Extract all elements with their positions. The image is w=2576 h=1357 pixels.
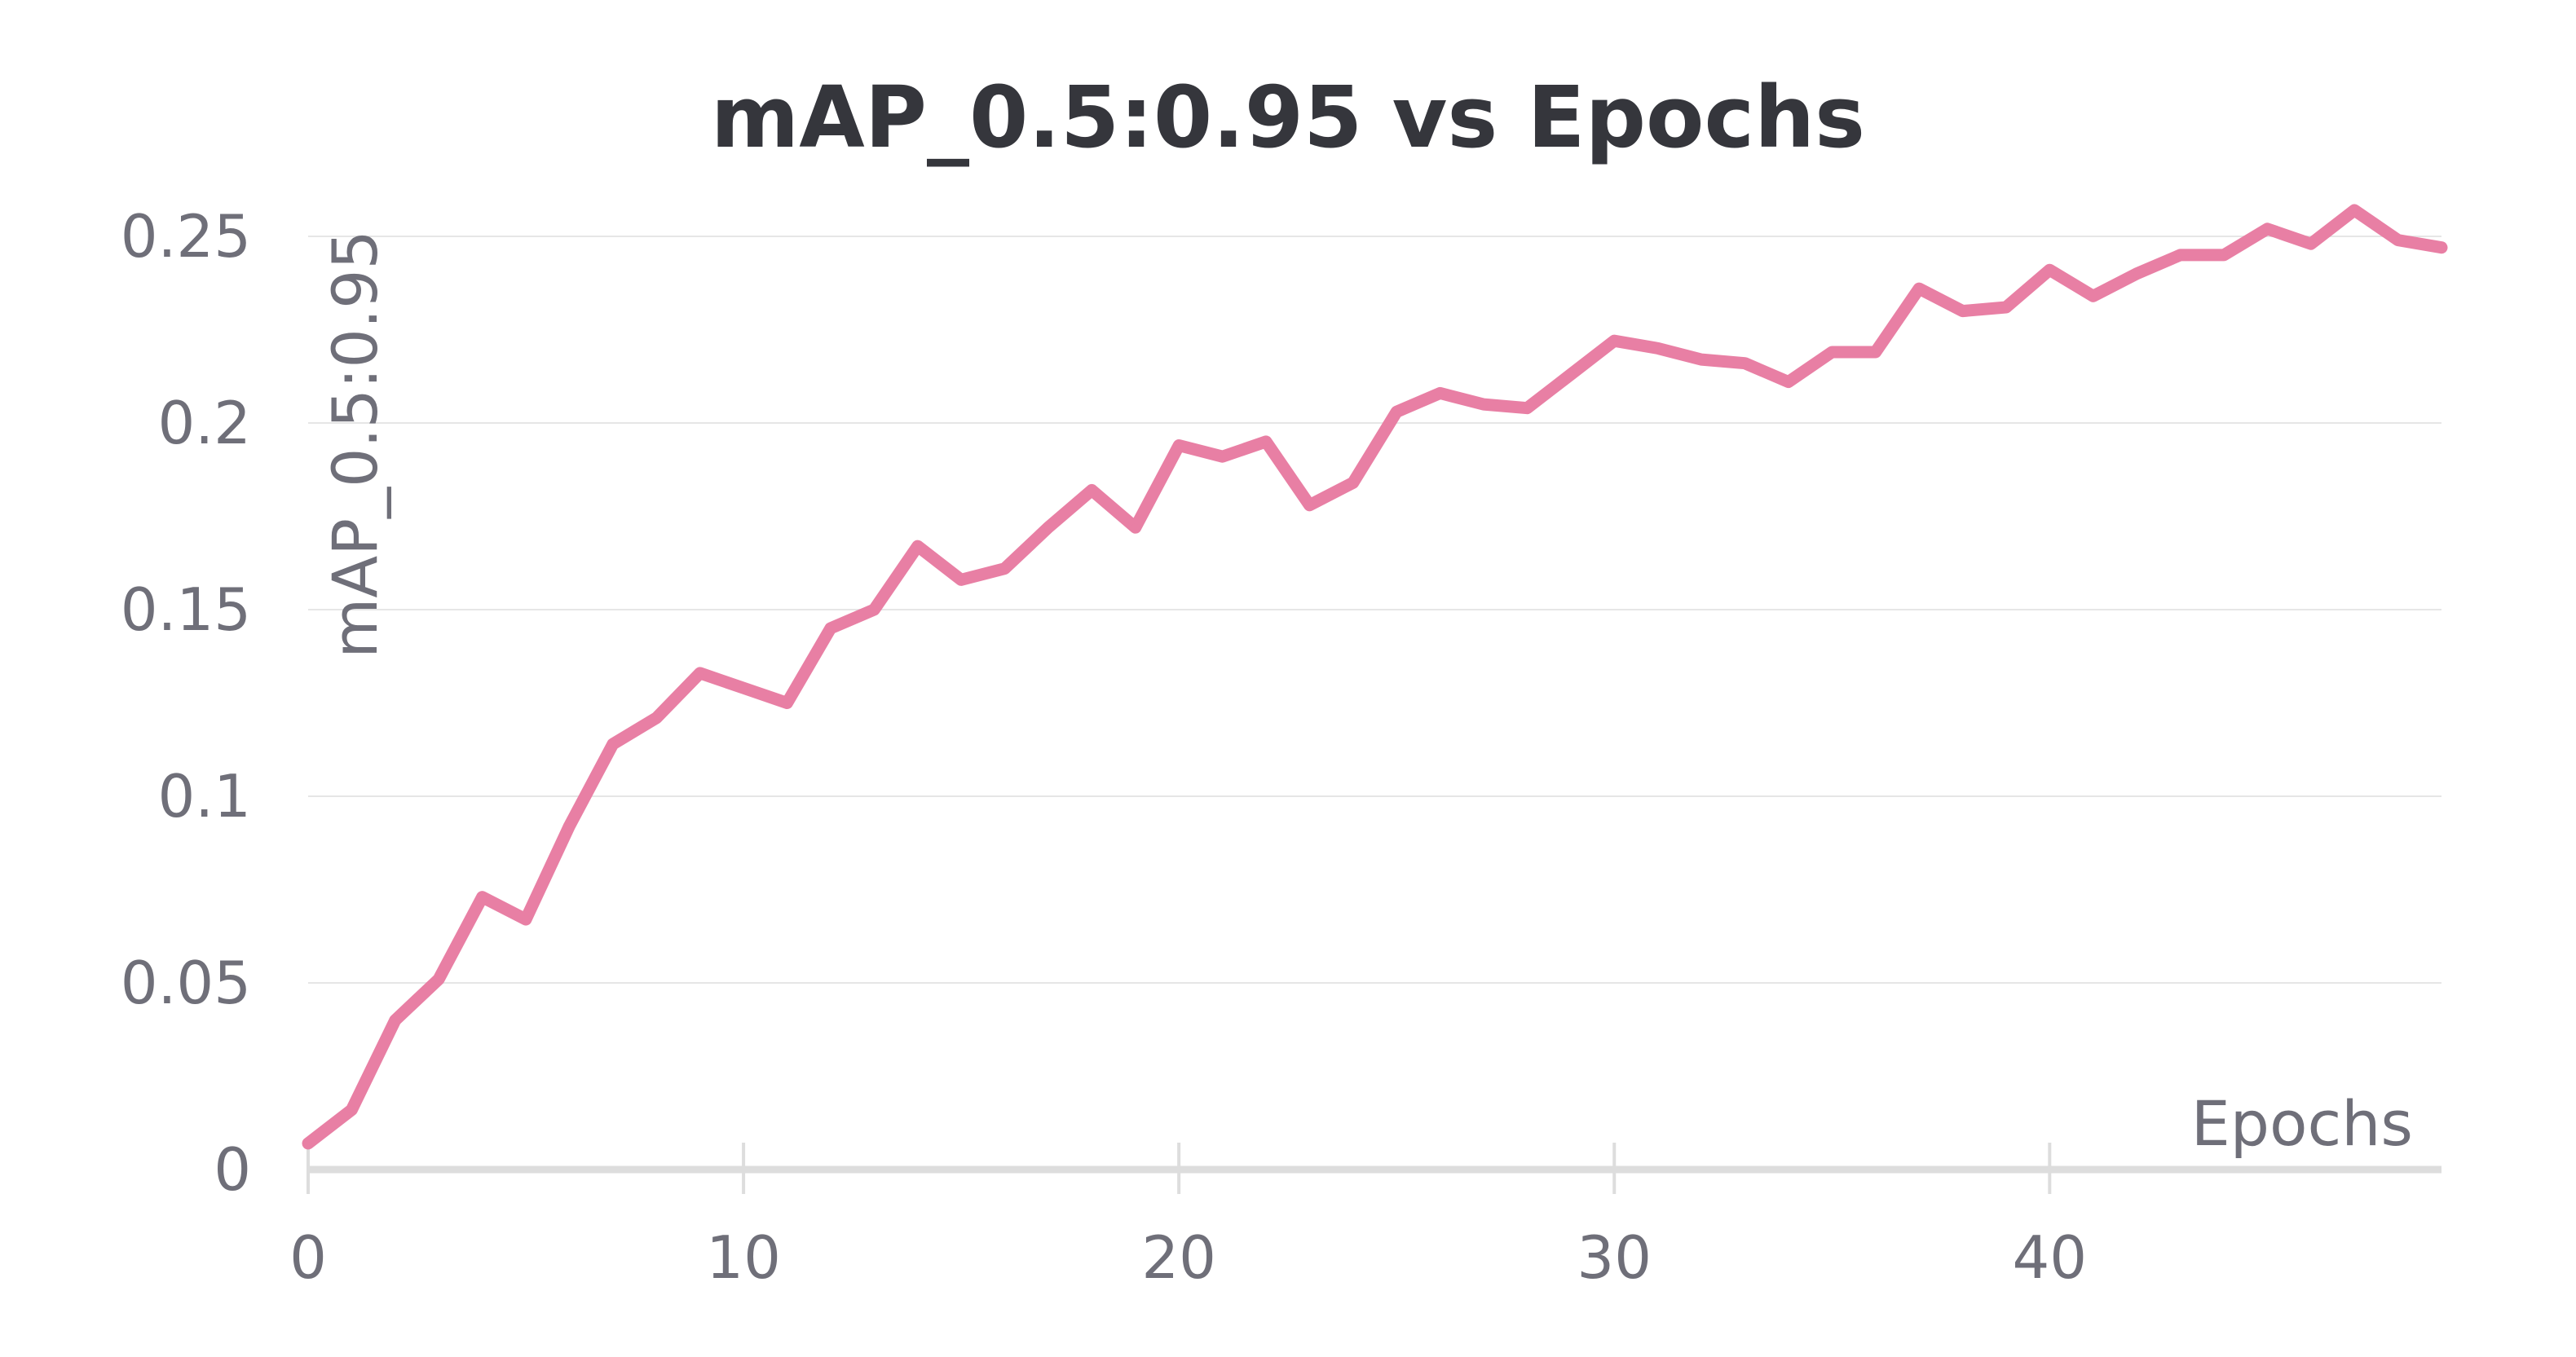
data-point	[1697, 355, 1706, 364]
data-point	[1436, 389, 1445, 398]
data-point	[2045, 266, 2054, 275]
data-point	[1915, 284, 1924, 293]
x-axis	[307, 1143, 2441, 1194]
chart-title: mAP_0.5:0.95 vs Epochs	[711, 68, 1865, 167]
data-point	[2001, 303, 2010, 312]
data-point	[1175, 441, 1184, 450]
x-axis-label: Epochs	[2191, 1087, 2413, 1160]
data-point	[1261, 437, 1270, 446]
series-line	[302, 204, 2448, 1150]
y-tick-label: 0.1	[157, 762, 251, 831]
data-point	[1392, 408, 1401, 416]
data-point	[1871, 347, 1880, 356]
data-point	[2437, 243, 2446, 252]
data-point	[434, 975, 443, 984]
data-point	[2133, 269, 2142, 278]
data-point	[565, 822, 574, 831]
data-point	[2263, 224, 2272, 233]
x-tick-label: 0	[289, 1223, 327, 1292]
data-point	[1043, 523, 1052, 532]
x-tick-label: 30	[1577, 1223, 1652, 1292]
data-point	[1958, 306, 1967, 315]
data-point	[695, 668, 704, 677]
data-point	[1218, 452, 1227, 461]
series-layer	[302, 204, 2448, 1150]
data-point	[347, 1105, 356, 1114]
data-point	[304, 1139, 312, 1148]
y-tick-label: 0.25	[121, 202, 251, 271]
data-point	[1828, 347, 1837, 356]
y-tick-label: 0.15	[121, 575, 251, 644]
y-tick-label: 0	[214, 1135, 251, 1204]
data-point	[1305, 500, 1314, 509]
data-point	[2306, 240, 2315, 249]
data-point	[1131, 523, 1140, 532]
x-tick-label: 10	[706, 1223, 781, 1292]
y-tick-labels: 0 0.05 0.1 0.15 0.2 0.25	[121, 202, 251, 1204]
data-point	[1348, 478, 1357, 487]
data-point	[1523, 403, 1532, 412]
data-point	[2350, 205, 2359, 214]
y-axis-label: mAP_0.5:0.95	[319, 230, 391, 659]
data-point	[913, 542, 922, 551]
data-point	[1740, 359, 1749, 368]
data-point	[1566, 370, 1575, 379]
data-point	[1000, 564, 1009, 573]
data-point	[1610, 337, 1619, 346]
gridlines	[308, 236, 2441, 984]
x-tick-label: 20	[1141, 1223, 1216, 1292]
data-point	[2089, 292, 2097, 301]
data-point	[1480, 400, 1489, 409]
data-point	[870, 606, 879, 614]
data-point	[2393, 236, 2402, 245]
data-point	[739, 684, 748, 693]
y-tick-label: 0.2	[157, 389, 251, 457]
data-point	[390, 1016, 399, 1024]
data-point	[522, 915, 531, 924]
data-point	[783, 698, 792, 707]
data-point	[1087, 486, 1096, 495]
data-point	[1784, 377, 1793, 386]
data-point	[826, 623, 835, 632]
data-point	[478, 892, 487, 901]
x-tick-labels: 0 10 20 30 40	[289, 1223, 2087, 1292]
data-point	[957, 575, 966, 584]
y-tick-label: 0.05	[121, 949, 251, 1017]
data-point	[2176, 250, 2185, 259]
data-point	[1653, 344, 1662, 353]
data-point	[652, 713, 661, 722]
x-tick-label: 40	[2013, 1223, 2088, 1292]
data-point	[2219, 250, 2228, 259]
data-point	[608, 739, 617, 748]
